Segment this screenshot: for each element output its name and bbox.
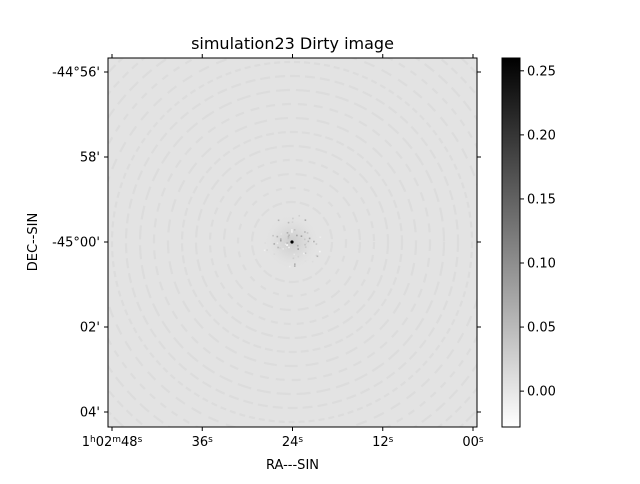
speckle — [296, 235, 298, 237]
speckle — [294, 263, 296, 265]
speckle — [297, 248, 299, 250]
speckle — [297, 245, 299, 247]
speckle — [287, 232, 289, 234]
speckle — [307, 232, 309, 234]
colorbar-gradient — [502, 58, 520, 427]
speckle — [292, 218, 294, 220]
speckle — [295, 256, 297, 258]
speckle — [301, 235, 303, 237]
speckle — [313, 241, 315, 243]
colorbar-tick-label: 0.20 — [527, 128, 556, 143]
point-source — [290, 240, 293, 243]
x-tick-label: 24s — [282, 435, 304, 450]
speckle — [305, 260, 307, 262]
speckle — [277, 236, 279, 238]
x-axis-label: RA---SIN — [266, 458, 319, 473]
speckle — [264, 250, 266, 252]
x-tick-label: 12s — [372, 435, 394, 450]
colorbar: 0.00 0.05 0.10 0.15 0.20 0.25 — [502, 58, 556, 427]
speckle — [303, 253, 305, 255]
speckle — [274, 253, 276, 255]
speckle — [279, 247, 281, 249]
speckle — [293, 258, 295, 260]
speckle — [288, 234, 290, 236]
speckle — [266, 249, 268, 251]
speckle — [309, 238, 311, 240]
y-tick-label: -45°00' — [52, 236, 100, 251]
speckle — [290, 246, 292, 248]
speckle — [291, 231, 293, 233]
speckle — [285, 248, 287, 250]
speckle — [292, 221, 294, 223]
speckle — [282, 248, 284, 250]
speckle — [304, 239, 306, 241]
speckle — [298, 256, 300, 258]
speckle — [285, 243, 287, 245]
speckle — [280, 240, 282, 242]
x-tick-label: 36s — [192, 435, 214, 450]
speckle — [305, 252, 307, 254]
x-tick-label: 00s — [462, 435, 484, 450]
x-tick-label: 1h02m48s — [82, 435, 143, 450]
y-tick-label: 04' — [80, 406, 100, 421]
speckle — [286, 242, 288, 244]
chart-title: simulation23 Dirty image — [191, 34, 394, 53]
colorbar-tick-label: 0.05 — [527, 321, 556, 336]
y-tick-label: -44°56' — [52, 66, 100, 81]
speckle — [280, 233, 282, 235]
speckle — [305, 243, 307, 245]
y-tick-label: 02' — [80, 321, 100, 336]
speckle — [288, 247, 290, 249]
speckle — [273, 243, 275, 245]
speckle — [264, 242, 266, 244]
speckle — [294, 265, 296, 267]
speckle — [293, 254, 295, 256]
colorbar-tick-label: 0.10 — [527, 257, 556, 272]
speckle — [288, 222, 290, 224]
speckle — [305, 246, 307, 248]
speckle — [294, 229, 296, 231]
speckle — [308, 241, 310, 243]
speckle — [280, 238, 282, 240]
speckle — [288, 238, 290, 240]
speckle — [304, 231, 306, 233]
speckle — [320, 236, 322, 238]
colorbar-tick-label: 0.00 — [527, 385, 556, 400]
speckle — [277, 242, 279, 244]
colorbar-tick-label: 0.15 — [527, 192, 556, 207]
speckle — [298, 215, 300, 217]
speckle — [317, 255, 319, 257]
speckle — [267, 251, 269, 253]
colorbar-tick-label: 0.25 — [527, 64, 556, 79]
speckle — [291, 229, 293, 231]
y-tick-label: 58' — [80, 151, 100, 166]
colorbar-ticks: 0.00 0.05 0.10 0.15 0.20 0.25 — [520, 64, 556, 399]
speckle — [319, 251, 321, 253]
speckle — [277, 247, 279, 249]
y-axis-label: DEC--SIN — [26, 213, 41, 272]
speckle — [278, 220, 280, 222]
speckle — [316, 243, 318, 245]
speckle — [289, 266, 291, 268]
speckle — [277, 251, 279, 253]
speckle — [286, 244, 288, 246]
speckle — [312, 261, 314, 263]
speckle — [305, 219, 307, 221]
speckle — [272, 235, 274, 237]
